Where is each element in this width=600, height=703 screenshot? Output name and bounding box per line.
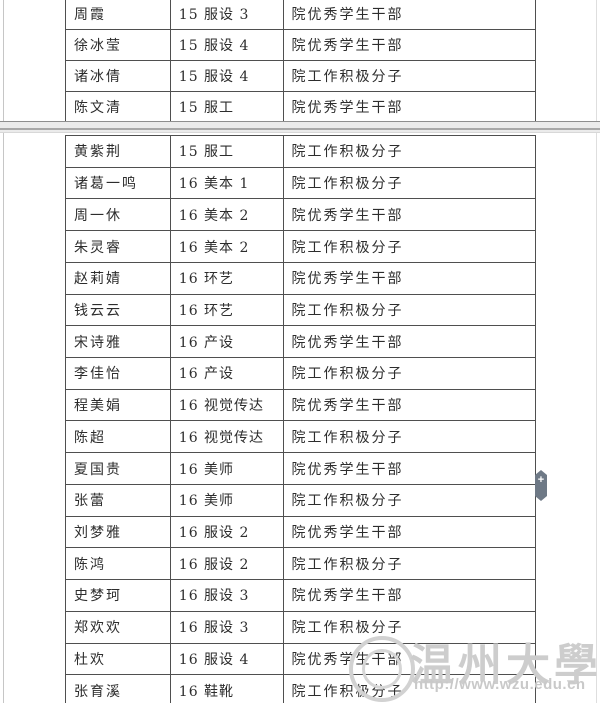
table-row: 程美娟 16 视觉传达 院优秀学生干部 (66, 389, 536, 422)
class-cell: 16 美师 (171, 484, 284, 516)
honor-cell: 院优秀学生干部 (284, 453, 536, 484)
student-name-cell: 黄紫荆 (66, 136, 171, 167)
class-cell: 15 服工 (171, 136, 284, 167)
class-cell: 16 环艺 (171, 294, 284, 326)
table-row: 夏国贵 16 美师 院优秀学生干部 (66, 453, 536, 485)
honor-cell: 院优秀学生干部 (284, 389, 536, 421)
honor-cell: 院工作积极分子 (284, 294, 536, 326)
class-cell: 16 产设 (171, 326, 284, 358)
table-row: 郑欢欢 16 服设 3 院工作积极分子 (66, 611, 536, 644)
student-honor-table-page2: 黄紫荆 15 服工 院工作积极分子 诸葛一鸣 16 美本 1 院工作积极分子 周一休 16 美… (65, 135, 536, 703)
class-cell: 16 美本 1 (171, 167, 284, 199)
class-cell: 16 产设 (171, 358, 284, 389)
table-row: 陈鸿 16 服设 2 院工作积极分子 (66, 548, 536, 581)
table-row: 徐冰莹 15 服设 4 院优秀学生干部 (66, 30, 536, 61)
student-name-cell: 郑欢欢 (66, 611, 171, 643)
honor-cell: 院优秀学生干部 (284, 30, 536, 60)
class-cell: 16 视觉传达 (171, 389, 284, 421)
honor-cell: 院优秀学生干部 (284, 262, 536, 294)
page-left-border (3, 0, 4, 703)
student-name-cell: 史梦珂 (66, 580, 171, 611)
honor-cell: 院优秀学生干部 (284, 326, 536, 358)
honor-cell: 院优秀学生干部 (284, 199, 536, 231)
class-cell: 16 服设 3 (171, 611, 284, 643)
table-row: 赵莉婧 16 环艺 院优秀学生干部 (66, 262, 536, 295)
table-row: 杜欢 16 服设 4 院优秀学生干部 (66, 643, 536, 676)
table-row: 黄紫荆 15 服工 院工作积极分子 (66, 136, 536, 168)
honor-cell: 院优秀学生干部 (284, 580, 536, 611)
class-cell: 16 美本 2 (171, 199, 284, 231)
class-cell: 15 服设 3 (171, 0, 284, 29)
honor-cell: 院优秀学生干部 (284, 92, 536, 122)
class-cell: 16 服设 2 (171, 548, 284, 580)
plus-icon: + (537, 474, 545, 486)
table-row: 周霞 15 服设 3 院优秀学生干部 (66, 0, 536, 30)
table-row: 刘梦雅 16 服设 2 院优秀学生干部 (66, 516, 536, 549)
table-row: 周一休 16 美本 2 院优秀学生干部 (66, 199, 536, 232)
student-name-cell: 周一休 (66, 199, 171, 231)
table-row: 陈超 16 视觉传达 院工作积极分子 (66, 421, 536, 454)
student-name-cell: 杜欢 (66, 643, 171, 675)
student-name-cell: 陈鸿 (66, 548, 171, 580)
table-row: 史梦珂 16 服设 3 院优秀学生干部 (66, 580, 536, 612)
class-cell: 15 服设 4 (171, 61, 284, 91)
class-cell: 16 环艺 (171, 262, 284, 294)
honor-cell: 院工作积极分子 (284, 675, 536, 703)
class-cell: 16 美本 2 (171, 231, 284, 262)
class-cell: 16 服设 4 (171, 643, 284, 675)
student-name-cell: 徐冰莹 (66, 30, 171, 60)
honor-cell: 院工作积极分子 (284, 231, 536, 262)
student-name-cell: 刘梦雅 (66, 516, 171, 548)
student-name-cell: 陈文清 (66, 92, 171, 122)
honor-cell: 院工作积极分子 (284, 358, 536, 389)
student-name-cell: 宋诗雅 (66, 326, 171, 358)
honor-cell: 院工作积极分子 (284, 167, 536, 199)
scroll-handle-button[interactable]: + (535, 470, 547, 501)
class-cell: 16 鞋靴 (171, 675, 284, 703)
table-row: 李佳怡 16 产设 院工作积极分子 (66, 358, 536, 390)
class-cell: 16 服设 3 (171, 580, 284, 611)
student-name-cell: 程美娟 (66, 389, 171, 421)
student-name-cell: 李佳怡 (66, 358, 171, 389)
student-name-cell: 张蕾 (66, 484, 171, 516)
honor-cell: 院工作积极分子 (284, 548, 536, 580)
honor-cell: 院优秀学生干部 (284, 643, 536, 675)
student-name-cell: 周霞 (66, 0, 171, 29)
class-cell: 15 服工 (171, 92, 284, 122)
class-cell: 16 视觉传达 (171, 421, 284, 453)
table-row: 陈文清 15 服工 院优秀学生干部 (66, 92, 536, 122)
student-name-cell: 赵莉婧 (66, 262, 171, 294)
table-row: 钱云云 16 环艺 院工作积极分子 (66, 294, 536, 327)
honor-cell: 院工作积极分子 (284, 421, 536, 453)
page-right-border (596, 0, 597, 703)
page-break-separator (0, 121, 600, 133)
table-row: 宋诗雅 16 产设 院优秀学生干部 (66, 326, 536, 359)
student-name-cell: 钱云云 (66, 294, 171, 326)
student-honor-table-page1: 周霞 15 服设 3 院优秀学生干部 徐冰莹 15 服设 4 院优秀学生干部 诸冰倩 15 服… (65, 0, 536, 122)
honor-cell: 院工作积极分子 (284, 611, 536, 643)
class-cell: 15 服设 4 (171, 30, 284, 60)
table-row: 朱灵睿 16 美本 2 院工作积极分子 (66, 231, 536, 263)
table-row: 诸葛一鸣 16 美本 1 院工作积极分子 (66, 167, 536, 200)
student-name-cell: 诸冰倩 (66, 61, 171, 91)
student-name-cell: 张育溪 (66, 675, 171, 703)
honor-cell: 院工作积极分子 (284, 136, 536, 167)
student-name-cell: 夏国贵 (66, 453, 171, 484)
table-row: 诸冰倩 15 服设 4 院工作积极分子 (66, 61, 536, 92)
class-cell: 16 服设 2 (171, 516, 284, 548)
honor-cell: 院优秀学生干部 (284, 516, 536, 548)
honor-cell: 院工作积极分子 (284, 484, 536, 516)
student-name-cell: 诸葛一鸣 (66, 167, 171, 199)
honor-cell: 院优秀学生干部 (284, 0, 536, 29)
student-name-cell: 陈超 (66, 421, 171, 453)
table-row: 张蕾 16 美师 院工作积极分子 (66, 484, 536, 517)
class-cell: 16 美师 (171, 453, 284, 484)
table-row: 张育溪 16 鞋靴 院工作积极分子 (66, 675, 536, 703)
honor-cell: 院工作积极分子 (284, 61, 536, 91)
student-name-cell: 朱灵睿 (66, 231, 171, 262)
